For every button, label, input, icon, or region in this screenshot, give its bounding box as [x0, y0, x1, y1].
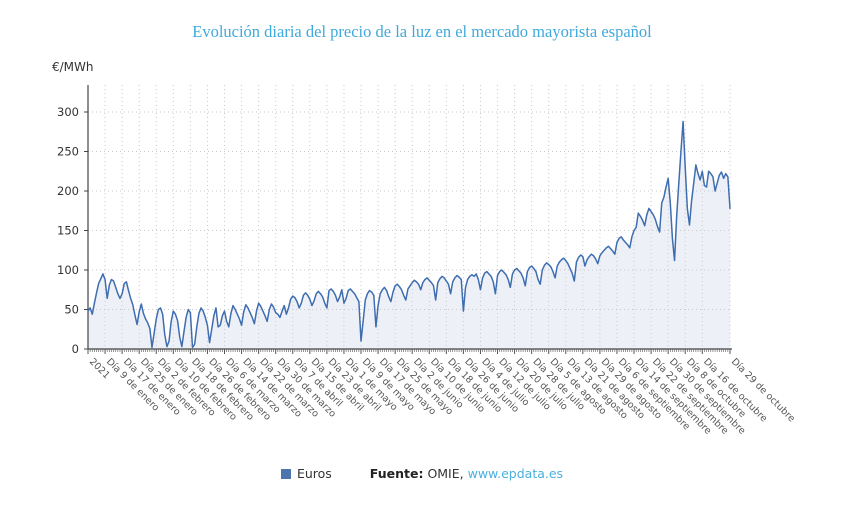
y-tick-label: 200 [57, 184, 79, 198]
source-line: Fuente: OMIE, www.epdata.es [370, 466, 563, 481]
y-tick-label: 300 [57, 105, 79, 119]
y-tick-label: 100 [57, 263, 79, 277]
price-line [87, 120, 731, 349]
y-tick-label: 150 [57, 224, 79, 238]
y-tick-label: 50 [64, 303, 79, 317]
legend-label: Euros [296, 466, 332, 481]
source-name: OMIE, [427, 466, 464, 481]
page-title: Evolución diaria del precio de la luz en… [192, 22, 652, 41]
chart-footer: Euros Fuente: OMIE, www.epdata.es [0, 466, 844, 481]
y-tick-label: 250 [57, 145, 79, 159]
y-tick-label: 0 [72, 342, 79, 356]
area-fill [88, 121, 730, 349]
legend-swatch-icon [280, 468, 291, 479]
y-axis-unit-label: €/MWh [52, 60, 94, 74]
price-line-chart: 0 50 100 150 200 250 300 2021 Día 9 de enero Día … [0, 55, 844, 455]
legend-euros: Euros [280, 466, 332, 481]
source-prefix: Fuente: [369, 466, 424, 481]
epdata-link[interactable]: www.epdata.es [467, 466, 564, 481]
